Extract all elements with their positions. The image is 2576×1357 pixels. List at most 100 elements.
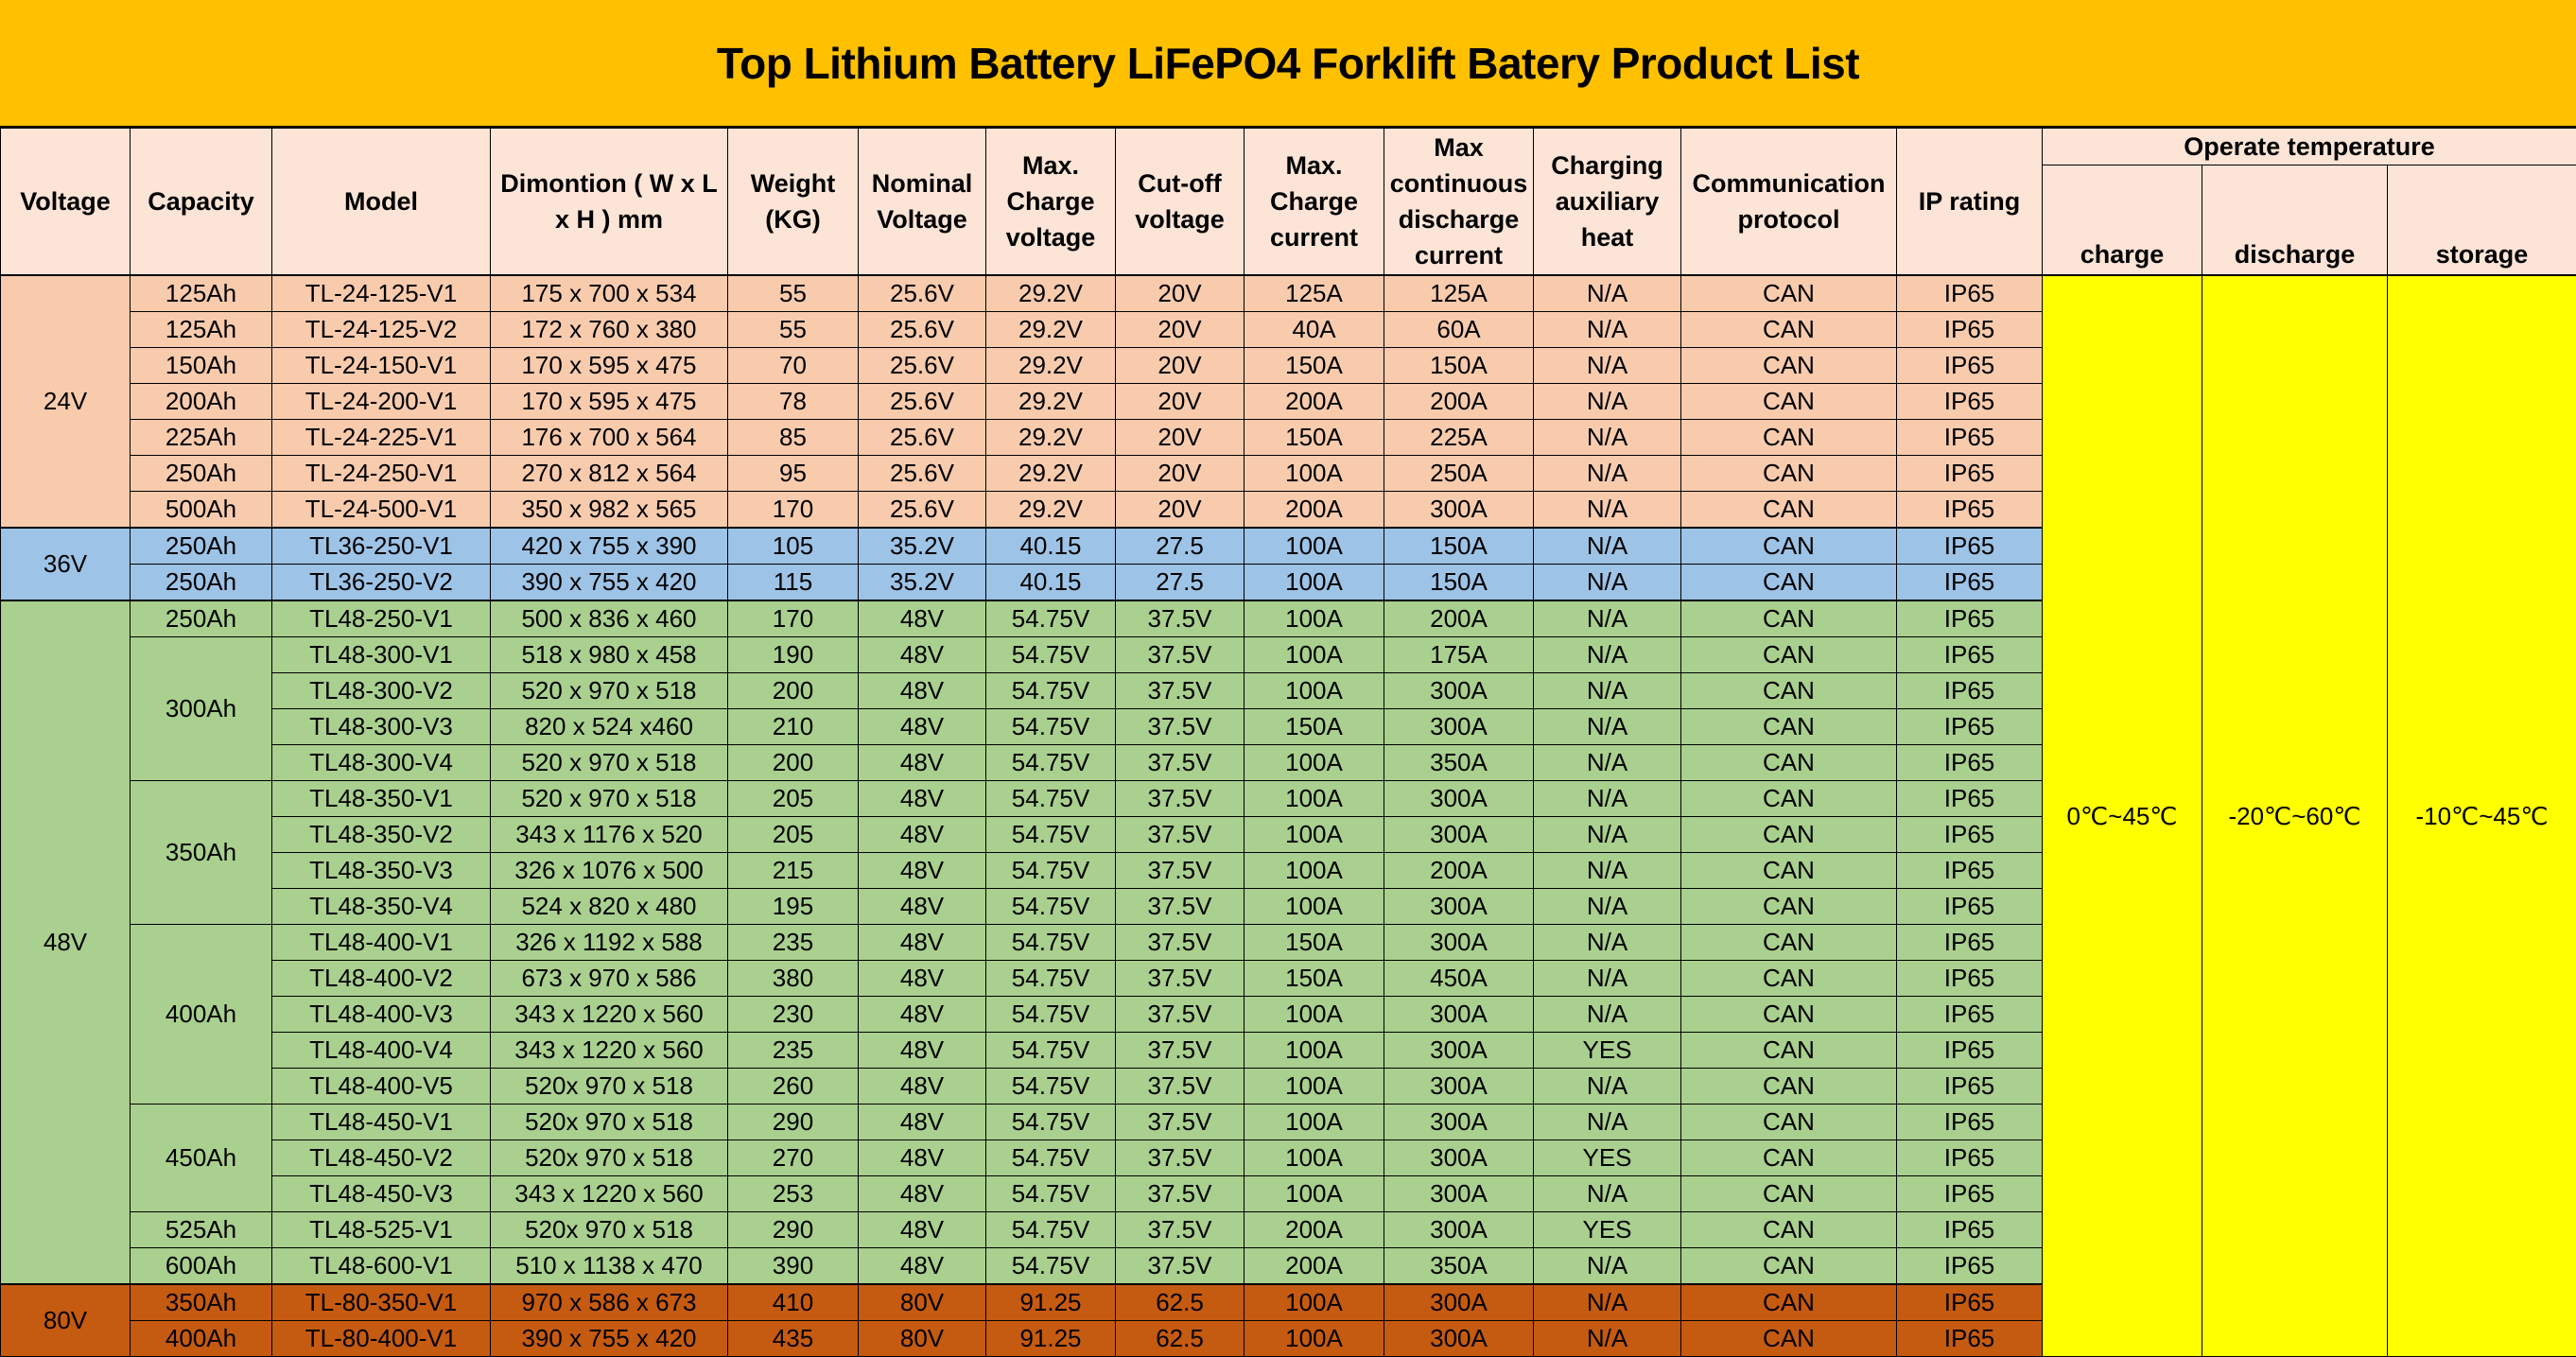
max-charge-voltage-cell: 91.25 [986,1284,1116,1321]
cutoff-voltage-cell: 37.5V [1116,925,1244,961]
max-discharge-current-cell: 450A [1384,961,1534,997]
charging-heat-cell: N/A [1534,492,1681,529]
header-max-discharge-current: Max continuous discharge current [1384,129,1534,276]
cutoff-voltage-cell: 37.5V [1116,745,1244,781]
cutoff-voltage-cell: 27.5 [1116,565,1244,601]
charging-heat-cell: N/A [1534,781,1681,817]
ip-rating-cell: IP65 [1897,348,2043,384]
model-cell: TL48-525-V1 [272,1212,491,1248]
max-charge-voltage-cell: 29.2V [986,456,1116,492]
protocol-cell: CAN [1681,312,1897,348]
header-charging-heat: Charging auxiliary heat [1534,129,1681,276]
max-charge-voltage-cell: 91.25 [986,1321,1116,1357]
nominal-voltage-cell: 25.6V [859,456,986,492]
max-charge-voltage-cell: 40.15 [986,565,1116,601]
max-charge-current-cell: 150A [1244,961,1384,997]
charging-heat-cell: N/A [1534,637,1681,673]
dimension-cell: 500 x 836 x 460 [491,600,728,637]
charging-heat-cell: YES [1534,1212,1681,1248]
max-discharge-current-cell: 300A [1384,1212,1534,1248]
header-temp-charge: charge [2043,165,2202,276]
capacity-cell: 125Ah [131,312,272,348]
capacity-cell: 125Ah [131,275,272,312]
max-charge-voltage-cell: 54.75V [986,1033,1116,1069]
protocol-cell: CAN [1681,1033,1897,1069]
ip-rating-cell: IP65 [1897,1284,2043,1321]
nominal-voltage-cell: 48V [859,745,986,781]
max-discharge-current-cell: 300A [1384,1033,1534,1069]
max-charge-current-cell: 100A [1244,565,1384,601]
charging-heat-cell: N/A [1534,925,1681,961]
cutoff-voltage-cell: 37.5V [1116,709,1244,745]
model-cell: TL48-600-V1 [272,1248,491,1285]
capacity-cell: 250Ah [131,565,272,601]
nominal-voltage-cell: 35.2V [859,565,986,601]
ip-rating-cell: IP65 [1897,1033,2043,1069]
nominal-voltage-cell: 48V [859,1212,986,1248]
protocol-cell: CAN [1681,565,1897,601]
header-row: Voltage Capacity Model Dimontion ( W x L… [1,129,2576,165]
max-discharge-current-cell: 300A [1384,1321,1534,1357]
temperature-storage-cell: -10℃~45℃ [2388,275,2576,1357]
max-discharge-current-cell: 300A [1384,997,1534,1033]
nominal-voltage-cell: 48V [859,709,986,745]
header-temp-discharge: discharge [2202,165,2388,276]
max-charge-voltage-cell: 54.75V [986,673,1116,709]
protocol-cell: CAN [1681,528,1897,565]
product-table: Voltage Capacity Model Dimontion ( W x L… [0,128,2576,1357]
max-charge-voltage-cell: 29.2V [986,312,1116,348]
charging-heat-cell: YES [1534,1033,1681,1069]
capacity-cell: 400Ah [131,1321,272,1357]
weight-cell: 205 [728,781,859,817]
dimension-cell: 390 x 755 x 420 [491,565,728,601]
max-charge-voltage-cell: 54.75V [986,745,1116,781]
protocol-cell: CAN [1681,637,1897,673]
max-discharge-current-cell: 300A [1384,1105,1534,1140]
dimension-cell: 520 x 970 x 518 [491,673,728,709]
max-discharge-current-cell: 200A [1384,384,1534,420]
max-charge-current-cell: 200A [1244,1212,1384,1248]
cutoff-voltage-cell: 37.5V [1116,673,1244,709]
dimension-cell: 820 x 524 x460 [491,709,728,745]
ip-rating-cell: IP65 [1897,384,2043,420]
cutoff-voltage-cell: 37.5V [1116,637,1244,673]
max-charge-current-cell: 100A [1244,1176,1384,1212]
capacity-cell: 250Ah [131,528,272,565]
protocol-cell: CAN [1681,1069,1897,1105]
max-charge-current-cell: 100A [1244,1069,1384,1105]
max-charge-voltage-cell: 29.2V [986,492,1116,529]
model-cell: TL48-350-V1 [272,781,491,817]
cutoff-voltage-cell: 37.5V [1116,889,1244,925]
charging-heat-cell: N/A [1534,384,1681,420]
model-cell: TL48-450-V1 [272,1105,491,1140]
cutoff-voltage-cell: 20V [1116,275,1244,312]
max-charge-current-cell: 100A [1244,673,1384,709]
ip-rating-cell: IP65 [1897,600,2043,637]
max-discharge-current-cell: 300A [1384,709,1534,745]
weight-cell: 105 [728,528,859,565]
max-discharge-current-cell: 225A [1384,420,1534,456]
max-discharge-current-cell: 150A [1384,348,1534,384]
header-temp-storage: storage [2388,165,2576,276]
ip-rating-cell: IP65 [1897,1105,2043,1140]
dimension-cell: 520 x 970 x 518 [491,745,728,781]
dimension-cell: 520x 970 x 518 [491,1140,728,1176]
model-cell: TL48-450-V2 [272,1140,491,1176]
weight-cell: 190 [728,637,859,673]
capacity-group-cell: 450Ah [131,1105,272,1212]
dimension-cell: 673 x 970 x 586 [491,961,728,997]
cutoff-voltage-cell: 37.5V [1116,1140,1244,1176]
weight-cell: 290 [728,1212,859,1248]
nominal-voltage-cell: 48V [859,781,986,817]
cutoff-voltage-cell: 62.5 [1116,1321,1244,1357]
dimension-cell: 520x 970 x 518 [491,1105,728,1140]
header-dimension: Dimontion ( W x L x H ) mm [491,129,728,276]
max-discharge-current-cell: 300A [1384,817,1534,853]
model-cell: TL-80-350-V1 [272,1284,491,1321]
max-charge-voltage-cell: 54.75V [986,889,1116,925]
nominal-voltage-cell: 48V [859,673,986,709]
weight-cell: 390 [728,1248,859,1285]
model-cell: TL48-350-V4 [272,889,491,925]
weight-cell: 200 [728,673,859,709]
capacity-cell: 350Ah [131,1284,272,1321]
